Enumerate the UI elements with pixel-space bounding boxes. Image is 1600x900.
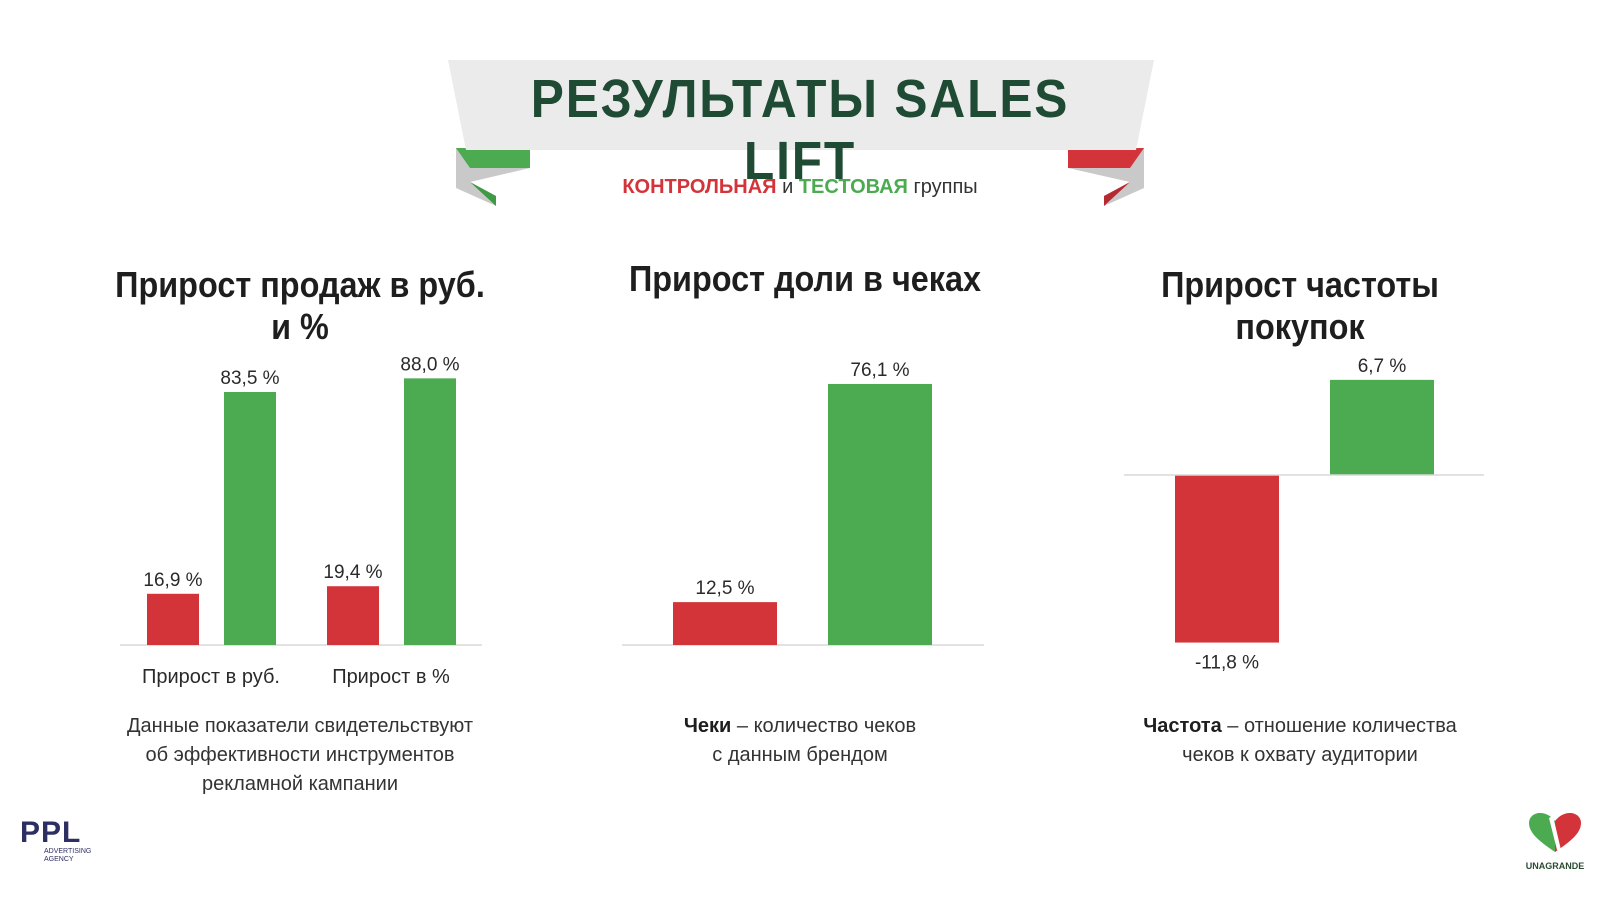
chart-title-sales: Прирост продаж в руб. и % — [115, 264, 485, 347]
checks-desc-line: Чеки – количество чеков — [600, 712, 1000, 741]
bar — [404, 378, 456, 645]
bar — [224, 391, 276, 645]
freq-desc-line: чеков к охвату аудитории — [1182, 744, 1418, 766]
unagrande-logo: UNAGRANDE — [1520, 812, 1590, 872]
header-banner — [448, 60, 1154, 206]
page-subtitle: КОНТРОЛЬНАЯ и ТЕСТОВАЯ группы — [500, 176, 1100, 199]
bar — [327, 586, 379, 645]
ppl-logo-sub: advertising — [44, 848, 92, 855]
sales-desc-line: рекламной кампании — [201, 773, 399, 795]
bar — [673, 602, 777, 645]
data-label: 83,5 % — [220, 368, 279, 389]
data-label: 6,7 % — [1358, 356, 1407, 377]
subtitle-test: ТЕСТОВАЯ — [798, 176, 908, 198]
data-label: -11,8 % — [1195, 653, 1259, 674]
bar — [1330, 379, 1434, 475]
freq-desc-rest: – отношение количества — [1221, 715, 1457, 737]
data-label: 19,4 % — [323, 562, 382, 583]
data-label: 76,1 % — [850, 360, 909, 381]
category-label: Прирост в руб. — [142, 666, 280, 688]
frequency-description: Частота – отношение количества чеков к о… — [1090, 712, 1510, 770]
sales-desc-line: Данные показатели свидетельствуют — [127, 715, 473, 737]
subtitle-control: КОНТРОЛЬНАЯ — [622, 176, 777, 198]
ppl-logo-text: PPL — [20, 816, 82, 849]
bar — [828, 383, 932, 645]
data-label: 16,9 % — [143, 570, 202, 591]
data-label: 88,0 % — [400, 354, 459, 375]
checks-desc-rest: – количество чеков — [731, 715, 917, 737]
unagrande-logo-text: UNAGRANDE — [1525, 861, 1585, 871]
heart-icon — [1529, 813, 1581, 852]
chart-title-checks: Прирост доли в чеках — [628, 258, 982, 299]
freq-term: Частота — [1143, 715, 1222, 737]
chart-title-frequency: Прирост частоты покупок — [1161, 264, 1439, 347]
subtitle-groups: группы — [913, 176, 978, 198]
category-label: Прирост в % — [332, 666, 450, 688]
bar — [1175, 475, 1279, 643]
checks-description: Чеки – количество чеков с данным брендом — [600, 712, 1000, 770]
checks-term: Чеки — [683, 715, 732, 737]
ppl-logo: PPL advertising agency — [20, 816, 92, 868]
ppl-logo-sub: agency — [44, 856, 74, 863]
data-label: 12,5 % — [695, 578, 754, 599]
sales-description: Данные показатели свидетельствуют об эфф… — [100, 712, 500, 799]
sales-desc-line: об эффективности инструментов — [145, 744, 455, 766]
freq-desc-line: Частота – отношение количества — [1090, 712, 1510, 741]
checks-desc-line: с данным брендом — [712, 744, 888, 766]
bar — [147, 593, 199, 645]
subtitle-and: и — [782, 176, 794, 198]
page-title: РЕЗУЛЬТАТЫ SALES LIFT — [530, 69, 1070, 191]
